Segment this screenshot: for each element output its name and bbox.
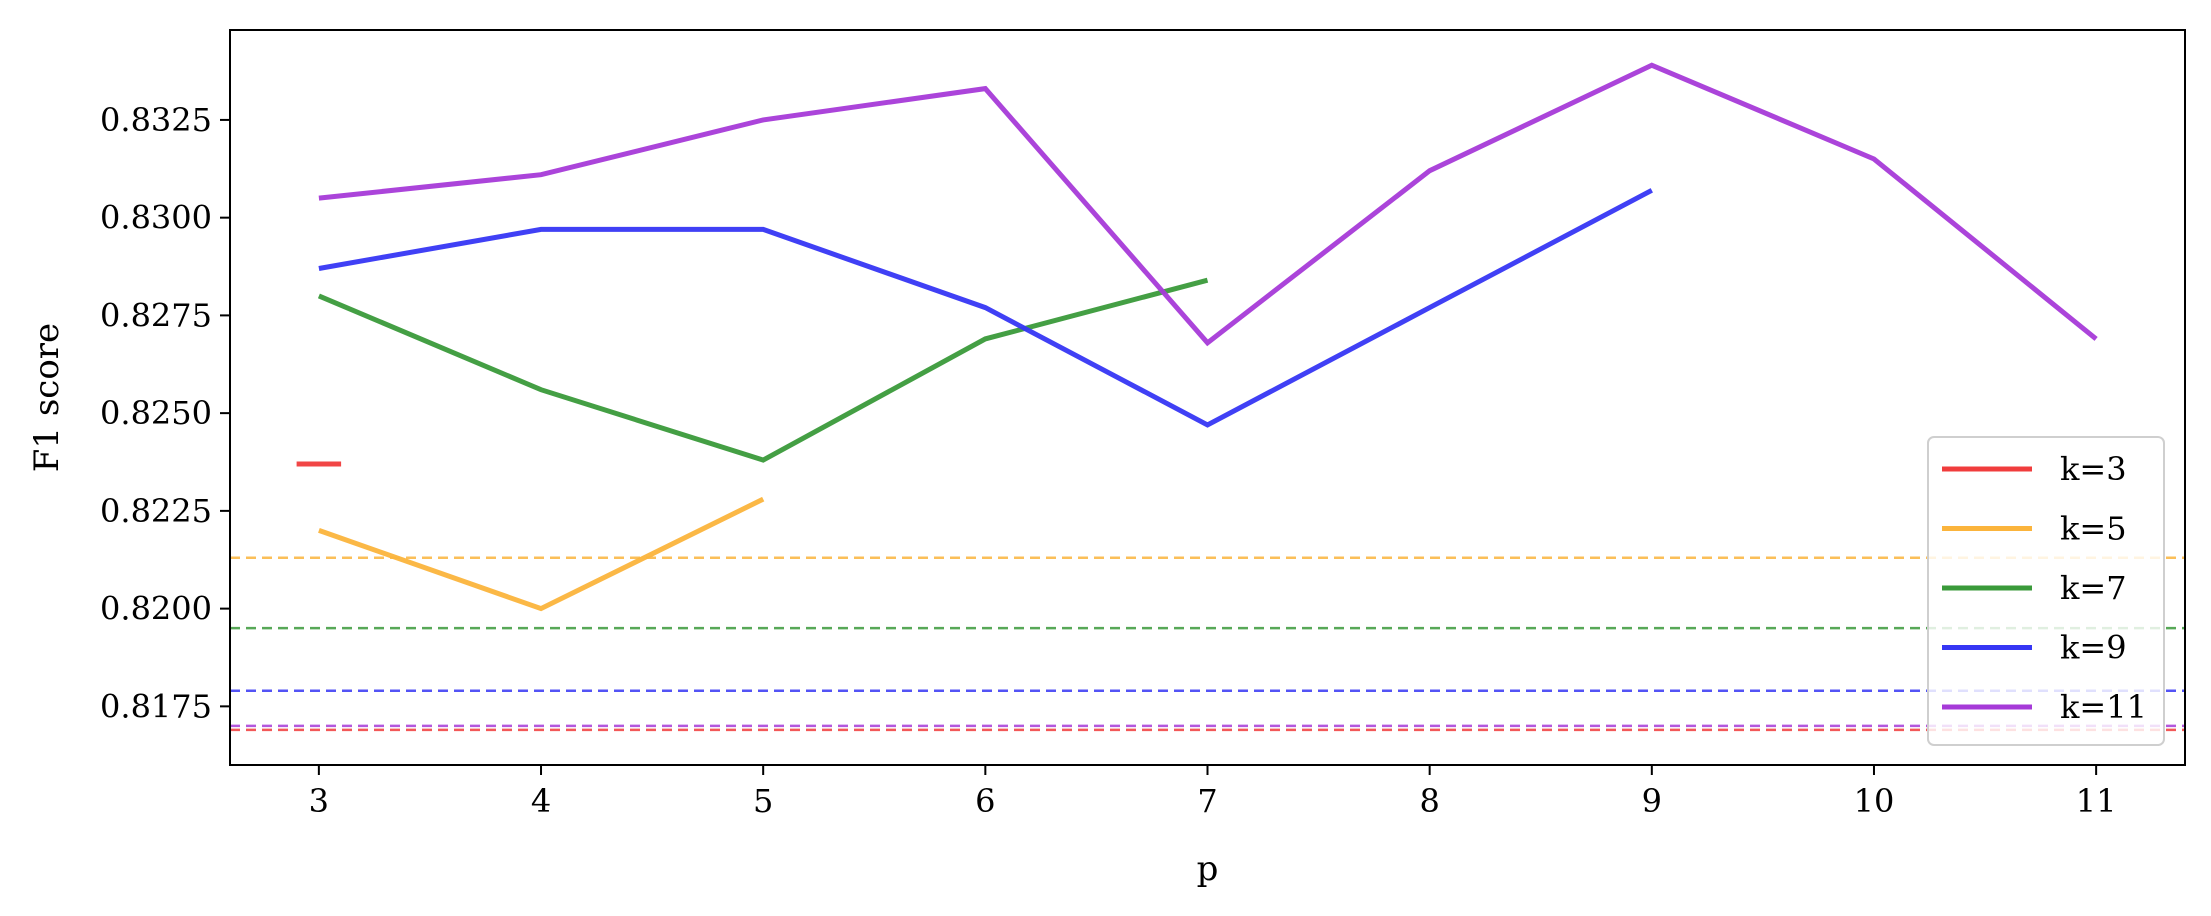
legend-label-k-5: k=5 <box>2060 510 2127 548</box>
x-tick-label: 5 <box>753 782 773 820</box>
x-tick-label: 11 <box>2076 782 2117 820</box>
legend-label-k-9: k=9 <box>2060 629 2127 667</box>
y-tick-label: 0.8175 <box>100 687 212 725</box>
y-axis-label: F1 score <box>27 323 67 472</box>
legend-box <box>1927 436 2165 746</box>
y-tick-label: 0.8225 <box>100 492 212 530</box>
y-tick-label: 0.8325 <box>100 101 212 139</box>
series-lines <box>296 62 2098 612</box>
x-tick-label: 8 <box>1419 782 1439 820</box>
y-tick-label: 0.8250 <box>100 394 212 432</box>
x-axis-label: p <box>1197 849 1219 889</box>
x-tick-label: 10 <box>1854 782 1895 820</box>
y-tick-label: 0.8300 <box>100 199 212 237</box>
series-line-k-5 <box>318 496 765 612</box>
y-tick-label: 0.8200 <box>100 590 212 628</box>
legend-label-k-11: k=11 <box>2060 688 2147 726</box>
legend-label-k-7: k=7 <box>2060 569 2127 607</box>
x-tick-label: 9 <box>1642 782 1662 820</box>
legend: k=3 k=5 k=7 k=9 k=11 <box>1927 436 2165 746</box>
y-axis-ticks: 0.8175 0.8200 0.8225 0.8250 0.8275 0.8300 0.83… <box>100 101 230 725</box>
series-line-k-9 <box>318 188 1653 428</box>
x-tick-label: 7 <box>1197 782 1217 820</box>
y-tick-label: 0.8275 <box>100 296 212 334</box>
x-tick-label: 6 <box>975 782 995 820</box>
series-line-k-11 <box>318 62 2098 347</box>
legend-label-k-3: k=3 <box>2060 450 2127 488</box>
series-line-k-7 <box>317 277 1209 463</box>
x-tick-label: 4 <box>531 782 551 820</box>
x-axis-ticks: 3 4 5 6 7 8 9 10 11 <box>309 765 2117 820</box>
x-tick-label: 3 <box>309 782 329 820</box>
plot-frame <box>229 29 2186 766</box>
baseline-lines <box>230 556 2185 732</box>
